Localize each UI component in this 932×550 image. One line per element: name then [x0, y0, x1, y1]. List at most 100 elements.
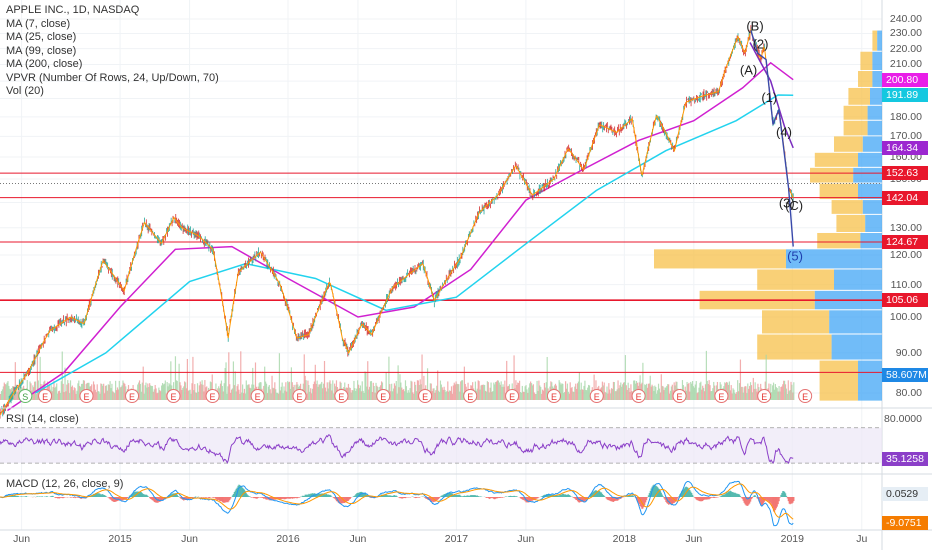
legend-vpvr[interactable]: VPVR (Number Of Rows, 24, Up/Down, 70) [6, 71, 219, 84]
macd-label[interactable]: MACD (12, 26, close, 9) [6, 478, 124, 490]
volume-bar [149, 385, 152, 400]
macd-histogram-bar [569, 495, 571, 497]
price-series [0, 25, 794, 419]
symbol-title[interactable]: APPLE INC., 1D, NASDAQ [6, 4, 140, 16]
volume-bar [757, 383, 759, 400]
macd-histogram-bar [542, 495, 545, 497]
volume-bar [400, 382, 402, 400]
vpvr-up-bar [836, 214, 866, 232]
rsi-label[interactable]: RSI (14, close) [6, 413, 79, 425]
volume-bar [495, 381, 497, 400]
macd-histogram-bar [548, 493, 550, 497]
macd-histogram-bar [784, 493, 787, 497]
macd-histogram-bar [495, 497, 497, 499]
legend-ma25[interactable]: MA (25, close) [6, 31, 77, 43]
rsi-line [0, 434, 794, 465]
volume-bar [53, 380, 55, 400]
volume-bar [355, 391, 357, 400]
macd-histogram-bar [165, 497, 167, 498]
macd-histogram-bar [720, 496, 722, 497]
vpvr-down-bar [853, 167, 882, 183]
volume-bar [188, 390, 190, 400]
macd-histogram-bar [668, 497, 670, 505]
volume-bar [701, 389, 703, 400]
volume-bar [532, 384, 534, 400]
macd-histogram-bar [290, 497, 293, 499]
macd-histogram-bar [704, 497, 707, 500]
volume-bar [501, 386, 503, 400]
macd-histogram-bar [15, 496, 17, 497]
volume-bar [144, 385, 146, 400]
macd-histogram-bar [276, 497, 279, 500]
macd-histogram-bar [530, 497, 532, 502]
macd-histogram-bar [168, 495, 170, 497]
legend-vol[interactable]: Vol (20) [6, 85, 44, 97]
macd-histogram-bar [325, 493, 328, 497]
volume-bar [519, 392, 522, 400]
volume-bar [421, 354, 423, 400]
macd-histogram-bar [499, 497, 501, 498]
macd-histogram-bar [682, 489, 685, 497]
legend-ma7[interactable]: MA (7, close) [6, 17, 71, 30]
volume-bar [184, 382, 187, 400]
volume-bar [569, 382, 571, 400]
macd-histogram-bar [192, 497, 194, 498]
volume-bar [193, 390, 195, 400]
volume-bar [665, 387, 667, 400]
volume-bar [274, 382, 276, 400]
time-tick-label: 2017 [444, 533, 469, 545]
earnings-marker [463, 389, 478, 403]
split-marker [18, 389, 33, 403]
volume-bar [52, 387, 54, 400]
volume-bar [414, 381, 416, 400]
macd-histogram-bar [728, 491, 731, 497]
macd-histogram-bar [657, 488, 660, 497]
volume-bar [434, 392, 436, 400]
volume-bar [114, 393, 116, 400]
macd-histogram-bar [38, 496, 40, 497]
volume-bar [373, 386, 375, 400]
macd-histogram-bar [560, 494, 562, 497]
volume-bar [19, 381, 21, 400]
macd-histogram-bar [675, 497, 677, 502]
macd-histogram-bar [656, 486, 658, 497]
macd-histogram-bar [303, 495, 305, 497]
volume-bar [363, 393, 365, 400]
macd-histogram-bar [56, 497, 58, 498]
macd-histogram-bar [519, 497, 522, 499]
macd-histogram-bar [349, 497, 351, 499]
macd-histogram-bar [330, 495, 332, 497]
macd-histogram-bar [212, 497, 214, 498]
volume-bar [9, 388, 11, 400]
time-tick-label: 2016 [276, 533, 300, 545]
volume-bar [98, 391, 100, 400]
volume-bar [179, 382, 181, 400]
macd-histogram-bar [99, 493, 101, 497]
volume-bar [703, 387, 705, 400]
vpvr-up-bar [843, 120, 868, 136]
volume-bar [477, 380, 479, 400]
volume-bar [626, 389, 628, 400]
legend-ma99[interactable]: MA (99, close) [6, 44, 77, 57]
macd-histogram-bar [772, 497, 775, 512]
volume-bar [491, 391, 493, 400]
volume-bar [698, 387, 700, 400]
macd-histogram-bar [774, 497, 777, 511]
volume-bar [535, 393, 537, 400]
macd-histogram-bar [567, 494, 570, 497]
volume-bar [273, 388, 275, 400]
macd-histogram-bar [787, 497, 789, 502]
elliott-label: (1) [761, 90, 777, 105]
macd-histogram-bar [498, 497, 501, 498]
macd-histogram-bar [460, 495, 462, 497]
macd-histogram-bar [400, 497, 402, 499]
macd-histogram-bar [764, 497, 766, 501]
volume-bar [265, 383, 268, 400]
legend-ma200[interactable]: MA (200, close) [6, 58, 83, 70]
volume-bar [330, 383, 332, 400]
volume-bar [581, 389, 583, 400]
volume-bar [667, 384, 669, 400]
macd-histogram-bar [713, 497, 715, 498]
volume-bar [70, 386, 73, 400]
